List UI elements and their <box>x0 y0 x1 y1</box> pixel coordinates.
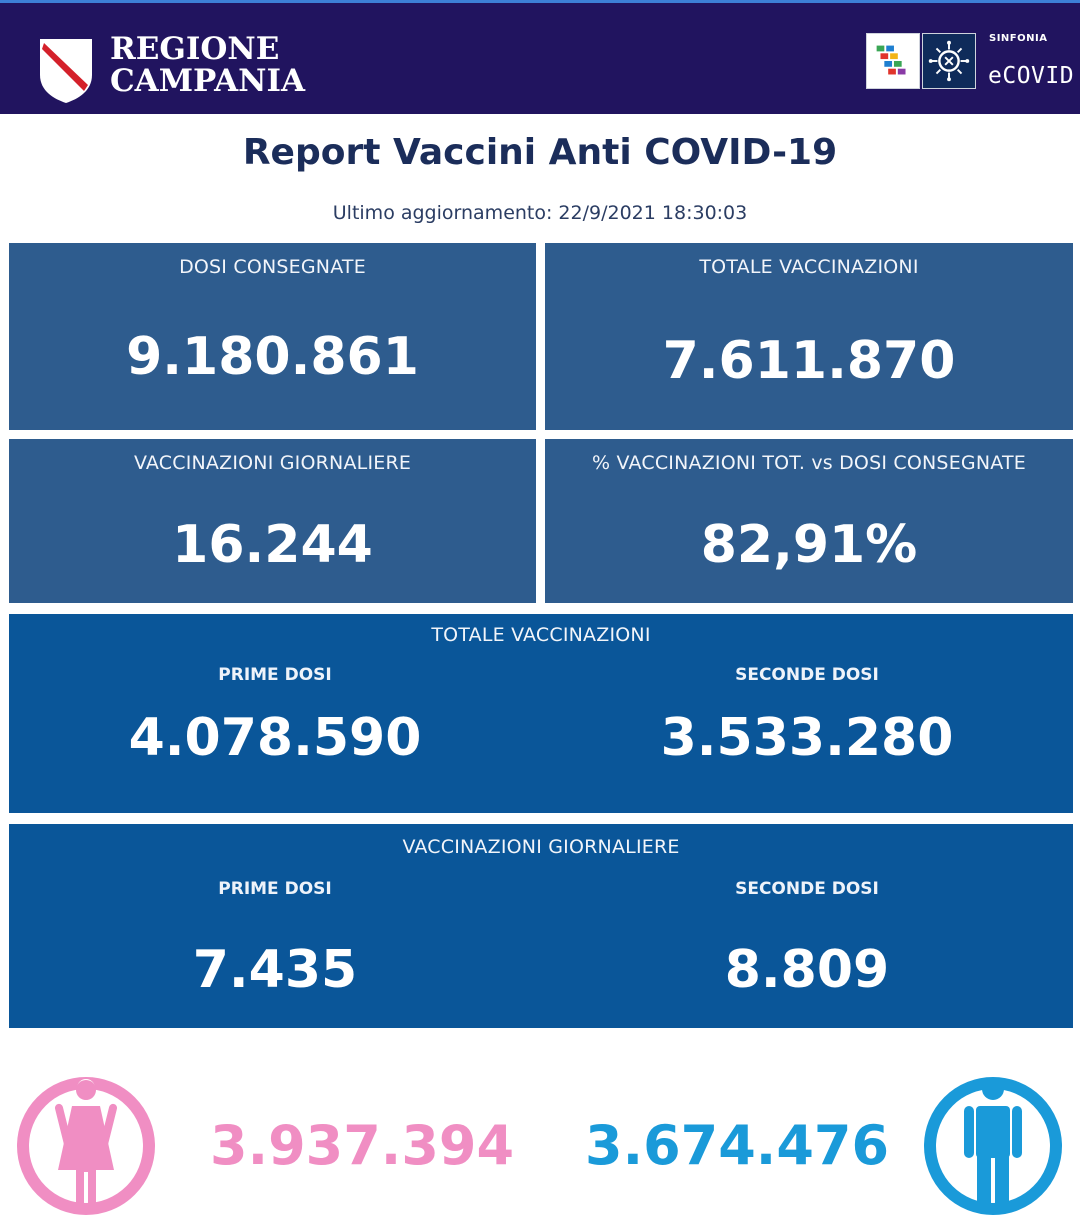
tile-label: % VACCINAZIONI TOT. vs DOSI CONSEGNATE <box>592 452 1026 474</box>
region-name-line2: CAMPANIA <box>110 63 306 99</box>
tile-value: 82,91% <box>700 515 918 575</box>
ecovid-label: eCOVID <box>988 63 1075 89</box>
region-name-line1: REGIONE <box>110 31 280 67</box>
tile-label: DOSI CONSEGNATE <box>179 256 366 278</box>
female-value-text: 3.937.394 <box>210 1114 515 1177</box>
ecovid-logo <box>866 33 976 89</box>
tile-label: TOTALE VACCINAZIONI <box>431 624 651 646</box>
virus-icon <box>922 33 976 89</box>
tile-label: VACCINAZIONI GIORNALIERE <box>402 836 680 858</box>
tile-giornaliere-breakdown: VACCINAZIONI GIORNALIERE PRIME DOSI 7.43… <box>9 824 1073 1028</box>
seconde-dosi-label: SECONDE DOSI <box>735 879 879 899</box>
page-title: Report Vaccini Anti COVID-19 <box>242 132 838 173</box>
region-name: REGIONE CAMPANIA <box>110 33 305 97</box>
male-value-text: 3.674.476 <box>585 1114 890 1177</box>
seconde-dosi-label: SECONDE DOSI <box>735 665 879 685</box>
seconde-dosi-value: 8.809 <box>724 940 890 1000</box>
prime-dosi-value: 4.078.590 <box>128 708 422 768</box>
tile-value: 16.244 <box>172 515 373 575</box>
female-vaccinations-value: 3.937.394 <box>210 1114 514 1177</box>
last-update: Ultimo aggiornamento: 22/9/2021 18:30:03 <box>332 202 748 224</box>
prime-dosi-label: PRIME DOSI <box>218 879 332 899</box>
tile-value: 7.611.870 <box>662 331 956 391</box>
header-bar: REGIONE CAMPANIA <box>0 0 1080 114</box>
female-person-icon <box>17 1077 155 1215</box>
tile-totale-vaccinazioni: TOTALE VACCINAZIONI 7.611.870 <box>545 243 1073 430</box>
tile-dosi-consegnate: DOSI CONSEGNATE 9.180.861 <box>9 243 536 430</box>
sinfonia-pixel-icon <box>866 33 920 89</box>
prime-dosi-value: 7.435 <box>192 940 358 1000</box>
tile-vaccinazioni-giornaliere: VACCINAZIONI GIORNALIERE 16.244 <box>9 439 536 603</box>
tile-label: VACCINAZIONI GIORNALIERE <box>133 452 412 474</box>
tile-value: 9.180.861 <box>126 327 419 387</box>
prime-dosi-label: PRIME DOSI <box>218 665 332 685</box>
male-vaccinations-value: 3.674.476 <box>585 1114 889 1177</box>
tile-label: TOTALE VACCINAZIONI <box>699 256 919 278</box>
tile-totale-breakdown: TOTALE VACCINAZIONI PRIME DOSI 4.078.590… <box>9 614 1073 813</box>
sinfonia-label: SINFONIA <box>989 33 1048 44</box>
tile-percentuale: % VACCINAZIONI TOT. vs DOSI CONSEGNATE 8… <box>545 439 1073 603</box>
male-person-icon <box>924 1077 1062 1215</box>
shield-icon <box>40 39 92 103</box>
seconde-dosi-value: 3.533.280 <box>660 708 954 768</box>
